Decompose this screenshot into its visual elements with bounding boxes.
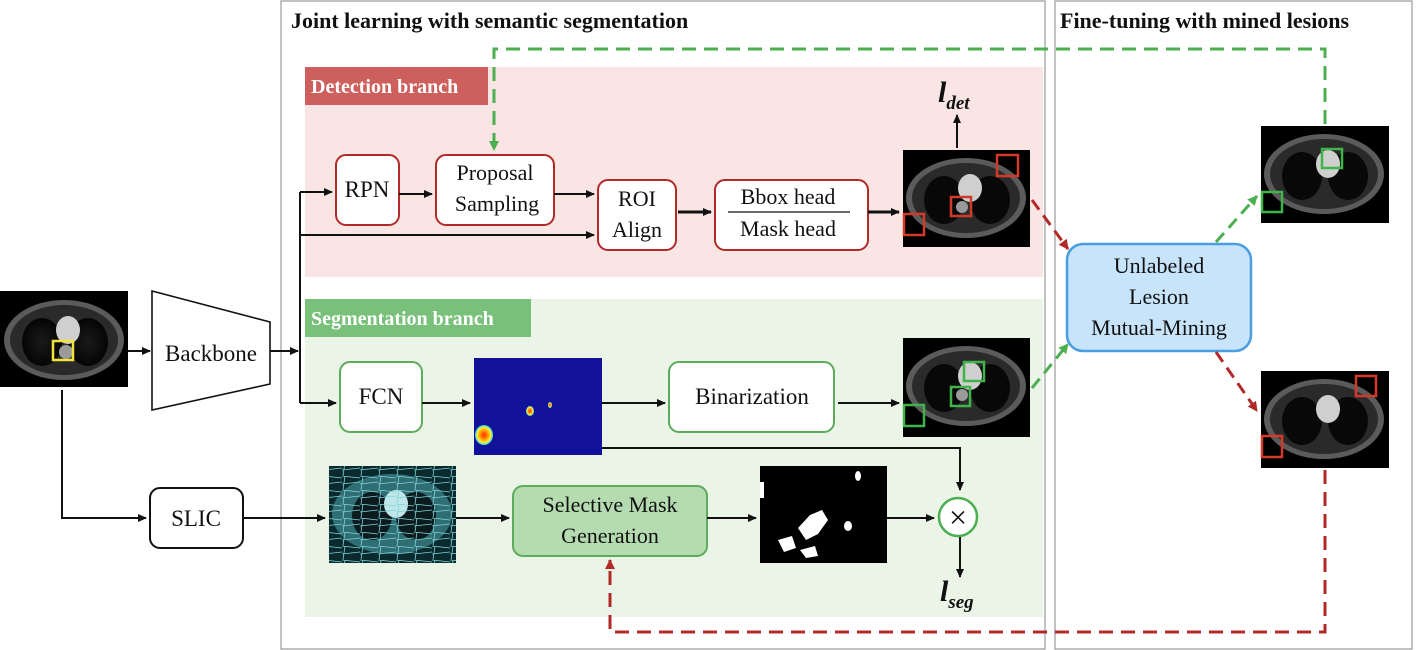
fine-tuning-title: Fine-tuning with mined lesions xyxy=(1060,8,1350,33)
detection-branch-label: Detection branch xyxy=(311,76,458,98)
mined-red-ct xyxy=(1260,371,1389,468)
detection-output-ct xyxy=(902,150,1030,247)
proposal-sampling-node xyxy=(435,154,555,226)
roi-align-node xyxy=(597,179,677,251)
selective-label-line1: Selective Mask xyxy=(542,492,677,517)
lesion-mutual-mining-node xyxy=(1065,242,1253,353)
loss-det: ldet xyxy=(938,76,970,114)
mined-green-ct xyxy=(1260,126,1389,223)
segmentation-branch-tag xyxy=(305,299,531,337)
rpn-node xyxy=(335,154,400,226)
bbox-head-label: Bbox head xyxy=(741,184,836,209)
mining-label-line1: Unlabeled xyxy=(1114,253,1204,278)
mask-head-label: Mask head xyxy=(740,216,836,241)
detection-branch-tag xyxy=(305,67,488,105)
selective-mask-generation-node xyxy=(512,485,708,557)
binarization-label: Binarization xyxy=(695,384,809,409)
mining-label-line2: Lesion xyxy=(1129,284,1189,309)
multiply-operator xyxy=(937,496,979,538)
fcn-heatmap xyxy=(474,358,602,455)
loss-seg: lseg xyxy=(940,575,974,613)
fcn-node xyxy=(339,361,423,433)
joint-learning-panel xyxy=(280,0,1046,650)
input-ct-scan xyxy=(0,291,128,387)
binary-mask xyxy=(760,466,887,563)
backbone-block xyxy=(151,289,271,411)
rpn-label: RPN xyxy=(345,177,390,202)
roi-label-line2: Align xyxy=(612,217,662,242)
joint-learning-title: Joint learning with semantic segmentatio… xyxy=(291,8,688,33)
fcn-label: FCN xyxy=(359,384,404,409)
slic-superpixel-image xyxy=(329,466,456,563)
proposal-label-line2: Sampling xyxy=(455,191,539,216)
segmentation-branch-label: Segmentation branch xyxy=(311,308,494,330)
mining-label-line3: Mutual-Mining xyxy=(1091,315,1227,340)
slic-label: SLIC xyxy=(171,506,221,531)
proposal-label-line1: Proposal xyxy=(457,160,534,185)
segmentation-output-ct xyxy=(902,338,1030,437)
fine-tuning-panel xyxy=(1054,0,1413,650)
multiply-symbol: × xyxy=(949,499,967,535)
binarization-node xyxy=(668,361,835,433)
selective-label-line2: Generation xyxy=(561,523,659,548)
bbox-mask-head-node xyxy=(714,179,869,251)
roi-label-line1: ROI xyxy=(618,186,656,211)
backbone-label: Backbone xyxy=(165,341,257,366)
red-feedback-arrow xyxy=(605,470,1327,634)
green-feedback-arrow xyxy=(489,47,1327,151)
